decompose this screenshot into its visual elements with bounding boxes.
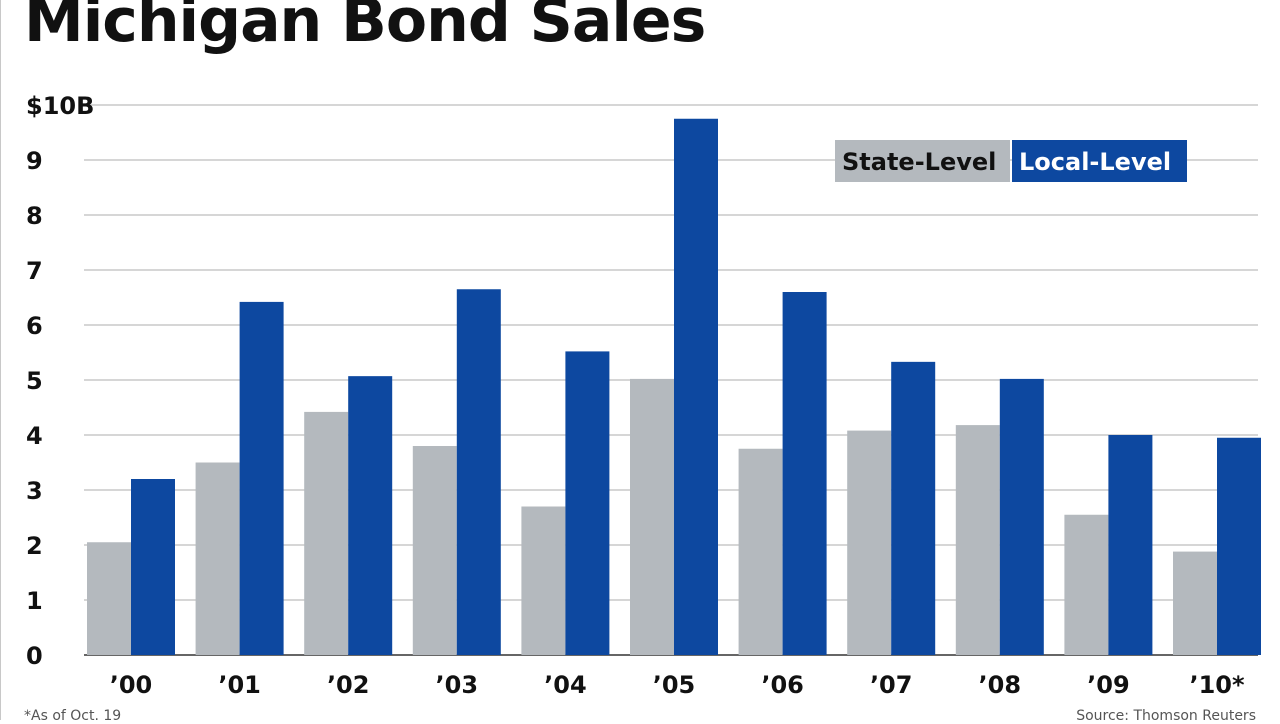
bar-local-level — [131, 479, 175, 655]
bar-local-level — [565, 351, 610, 655]
y-tick-label: 5 — [26, 367, 43, 395]
bar-state-level — [521, 506, 566, 655]
legend-local-label: Local-Level — [1019, 148, 1171, 176]
y-tick-label: 0 — [26, 642, 43, 670]
bar-local-level — [348, 376, 393, 655]
chart-frame-left-border — [0, 0, 1, 720]
bar-local-level — [891, 361, 936, 655]
x-tick-label: ’04 — [544, 671, 587, 699]
y-tick-label: 3 — [26, 477, 43, 505]
x-tick-label: ’02 — [327, 671, 370, 699]
bar-local-level — [674, 118, 718, 655]
x-tick-label: ’06 — [761, 671, 804, 699]
bars — [87, 118, 1261, 655]
bar-local-level — [456, 289, 501, 655]
legend-state-label: State-Level — [842, 148, 996, 176]
y-tick-label: 2 — [26, 532, 43, 560]
footnote: *As of Oct. 19 — [24, 708, 122, 724]
bar-state-level — [87, 542, 131, 655]
bar-state-level — [1064, 514, 1109, 655]
bar-local-level — [239, 301, 284, 655]
x-tick-label: ’10* — [1189, 671, 1245, 699]
legend-local-swatch — [1012, 140, 1187, 182]
x-tick-label: ’09 — [1087, 671, 1130, 699]
bar-state-level — [847, 430, 892, 655]
x-tick-label: ’07 — [870, 671, 913, 699]
bar-local-level — [999, 378, 1044, 655]
y-tick-label: 4 — [26, 422, 43, 450]
x-tick-label: ’01 — [218, 671, 261, 699]
y-tick-label: 8 — [26, 202, 43, 230]
y-tick-label: 1 — [26, 587, 43, 615]
bar-state-level — [738, 448, 783, 655]
bar-local-level — [1108, 435, 1153, 655]
bar-local-level — [1217, 437, 1261, 655]
y-axis-ticks: 0 1 2 3 4 5 6 7 8 9 $10B — [26, 92, 94, 670]
y-tick-label: 6 — [26, 312, 43, 340]
bar-state-level — [412, 446, 457, 655]
y-tick-label: 7 — [26, 257, 43, 285]
y-tick-label: $10B — [26, 92, 94, 120]
x-tick-label: ’05 — [653, 671, 696, 699]
bar-state-level — [304, 411, 349, 655]
legend-state-swatch — [835, 140, 1010, 182]
y-tick-label: 9 — [26, 147, 43, 175]
chart-title: Michigan Bond Sales — [24, 0, 706, 56]
bar-local-level — [782, 292, 827, 655]
bar-state-level — [955, 425, 1000, 655]
x-tick-label: ’03 — [436, 671, 479, 699]
x-tick-label: ’08 — [979, 671, 1022, 699]
x-tick-label: ’00 — [110, 671, 153, 699]
bar-state-level — [1173, 551, 1217, 655]
source-note: Source: Thomson Reuters — [1076, 708, 1256, 724]
bar-state-level — [630, 378, 674, 655]
x-axis-ticks: ’00 ’01 ’02 ’03 ’04 ’05 ’06 ’07 ’08 ’09 ’10* — [110, 671, 1245, 699]
bar-state-level — [195, 462, 240, 655]
legend: State-Level Local-Level — [835, 140, 1187, 182]
